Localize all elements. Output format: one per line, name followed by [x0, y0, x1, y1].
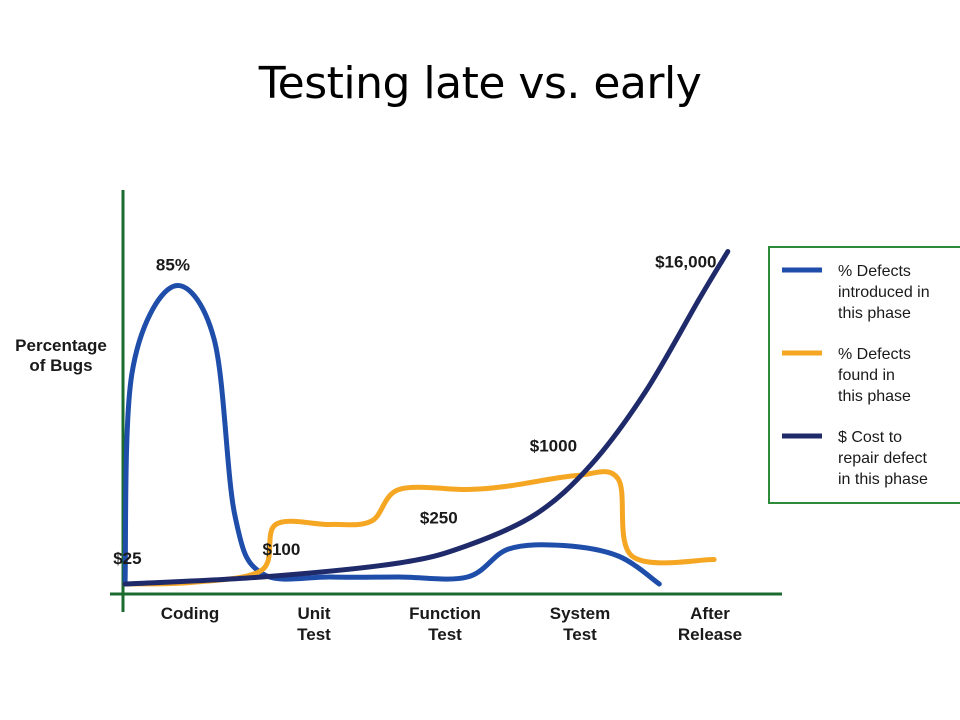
x-tick-label: Function	[409, 604, 481, 623]
x-tick-label: Test	[297, 625, 331, 644]
annotation-label: $16,000	[655, 253, 716, 272]
x-tick-label: System	[550, 604, 610, 623]
x-tick-label: Release	[678, 625, 742, 644]
annotation-label: $100	[262, 540, 300, 559]
series-lines	[122, 249, 731, 587]
annotation-label: $1000	[530, 437, 577, 456]
data-annotations: 85% $25 $100 $250 $1000 $16,000	[113, 253, 716, 569]
series-line-cost	[122, 249, 731, 587]
legend-label-line: repair defect	[838, 450, 927, 467]
x-tick-label: Coding	[161, 604, 220, 623]
annotation-label: 85%	[156, 256, 190, 275]
series-line-found	[122, 469, 717, 587]
x-tick-label: After	[690, 604, 730, 623]
annotation-label: $250	[420, 509, 458, 528]
annotation-label: $25	[113, 549, 141, 568]
legend-label-line: $ Cost to	[838, 429, 902, 446]
legend-label-line: found in	[838, 367, 895, 384]
slide-title: Testing late vs. early	[258, 58, 702, 109]
legend-label-line: in this phase	[838, 471, 928, 488]
y-label-line: of Bugs	[29, 356, 92, 375]
chart-legend: % Defects introduced in this phase % Defect…	[768, 246, 960, 504]
x-tick-label: Unit	[297, 604, 330, 623]
y-label-line: Percentage	[15, 336, 107, 355]
x-axis-tick-labels: Coding Unit Test Function Test System Test Afte…	[161, 604, 742, 644]
series-line-introduced	[122, 283, 662, 587]
x-tick-label: Test	[563, 625, 597, 644]
legend-label-line: % Defects	[838, 263, 911, 280]
x-tick-label: Test	[428, 625, 462, 644]
legend-box	[768, 246, 960, 504]
legend-label-line: this phase	[838, 388, 911, 405]
legend-label-line: this phase	[838, 305, 911, 322]
legend-label-line: introduced in	[838, 284, 930, 301]
legend-label-line: % Defects	[838, 346, 911, 363]
